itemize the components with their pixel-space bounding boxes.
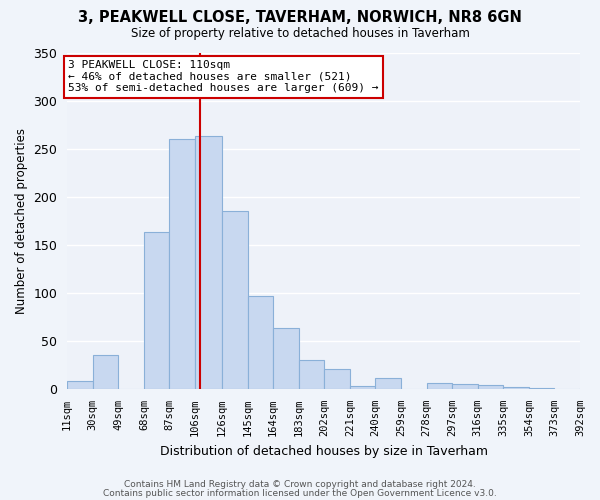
Bar — [478, 385, 503, 389]
Bar — [299, 360, 324, 389]
Bar — [529, 388, 554, 389]
Bar — [427, 383, 452, 389]
Bar — [195, 136, 222, 389]
Bar — [93, 356, 118, 389]
X-axis label: Distribution of detached houses by size in Taverham: Distribution of detached houses by size … — [160, 444, 488, 458]
Text: Size of property relative to detached houses in Taverham: Size of property relative to detached ho… — [131, 28, 469, 40]
Bar — [376, 378, 401, 389]
Bar — [324, 369, 350, 389]
Text: 3 PEAKWELL CLOSE: 110sqm
← 46% of detached houses are smaller (521)
53% of semi-: 3 PEAKWELL CLOSE: 110sqm ← 46% of detach… — [68, 60, 379, 94]
Bar — [169, 139, 195, 389]
Text: 3, PEAKWELL CLOSE, TAVERHAM, NORWICH, NR8 6GN: 3, PEAKWELL CLOSE, TAVERHAM, NORWICH, NR… — [78, 10, 522, 25]
Bar — [503, 387, 529, 389]
Bar — [273, 328, 299, 389]
Bar — [350, 386, 376, 389]
Bar — [452, 384, 478, 389]
Bar — [67, 382, 93, 389]
Y-axis label: Number of detached properties: Number of detached properties — [15, 128, 28, 314]
Text: Contains HM Land Registry data © Crown copyright and database right 2024.: Contains HM Land Registry data © Crown c… — [124, 480, 476, 489]
Text: Contains public sector information licensed under the Open Government Licence v3: Contains public sector information licen… — [103, 488, 497, 498]
Bar — [248, 296, 273, 389]
Bar — [580, 388, 600, 389]
Bar — [144, 232, 169, 389]
Bar — [222, 211, 248, 389]
